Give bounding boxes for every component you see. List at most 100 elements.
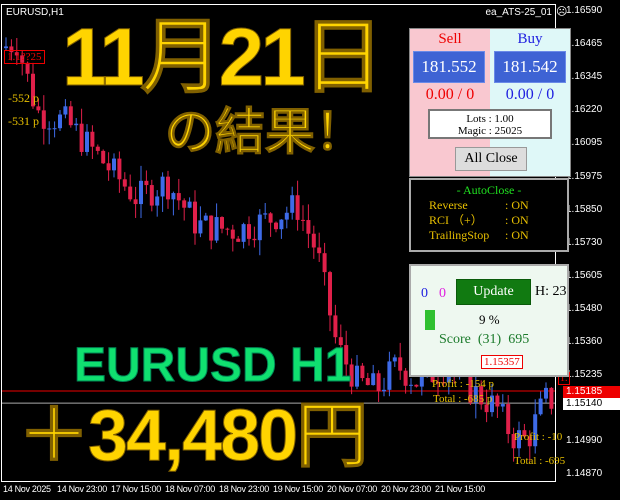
- candle-body: [155, 196, 160, 206]
- price-tick: 1.15235: [566, 369, 603, 381]
- candle-body: [290, 195, 295, 213]
- hour-label: H: 23: [535, 284, 567, 299]
- ea-name-label: ea_ATS-25_01: [485, 7, 552, 18]
- candle-body: [9, 46, 14, 53]
- count-pink: 0: [439, 286, 446, 301]
- candle-body: [403, 370, 408, 386]
- candle-body: [112, 158, 116, 171]
- candle-body: [47, 128, 52, 130]
- candle-body: [500, 404, 505, 407]
- candle-body: [387, 361, 392, 390]
- symbol-label: EURUSD,H1: [6, 7, 64, 18]
- candle-body: [101, 150, 106, 164]
- price-tick: 1.14990: [566, 435, 603, 447]
- price-tick: 1.15975: [566, 170, 603, 182]
- candle-body: [252, 238, 257, 241]
- candle-body: [20, 55, 25, 63]
- bid-price-label: 1.15185: [563, 386, 620, 398]
- candle-body: [274, 222, 278, 230]
- price-tick: 1.14870: [566, 468, 603, 480]
- face-icon: ☹: [556, 6, 568, 18]
- candle-body: [203, 215, 208, 221]
- candle-body: [382, 389, 386, 392]
- autoclose-key: RCI （+）: [429, 213, 483, 227]
- candle-body: [122, 179, 127, 187]
- time-tick: 20 Nov 23:00: [381, 484, 431, 494]
- candle-body: [279, 219, 284, 230]
- count-blue: 0: [421, 286, 428, 301]
- time-tick: 14 Nov 2025: [3, 484, 51, 494]
- candle-body: [409, 384, 413, 386]
- candle-body: [506, 404, 511, 435]
- candle-body: [414, 384, 419, 387]
- candle-body: [230, 229, 235, 239]
- all-close-button[interactable]: All Close: [455, 147, 527, 171]
- total-label: Total : -685 p: [433, 393, 493, 405]
- autoclose-row: Reverse : ON: [411, 198, 567, 213]
- candle-body: [214, 217, 219, 241]
- candle-body: [322, 253, 327, 273]
- candle-body: [446, 372, 451, 383]
- pair-overlay: EURUSD H1: [73, 339, 352, 392]
- candle-body: [549, 387, 554, 409]
- buy-button[interactable]: 181.542: [494, 51, 566, 83]
- candle-body: [95, 146, 100, 151]
- candle-body: [139, 180, 143, 205]
- candle-body: [419, 371, 424, 387]
- candle-body: [311, 233, 316, 248]
- candle-body: [333, 315, 338, 338]
- ask-price-label: 1.15140: [563, 398, 620, 410]
- time-tick: 19 Nov 15:00: [273, 484, 323, 494]
- candle-body: [517, 430, 521, 449]
- candle-body: [301, 219, 305, 221]
- candle-body: [328, 272, 332, 316]
- sell-button[interactable]: 181.552: [413, 51, 485, 83]
- candle-body: [398, 357, 403, 371]
- candle-body: [436, 382, 440, 384]
- lots-magic-box: Lots : 1.00 Magic : 25025: [428, 109, 552, 139]
- update-button[interactable]: Update: [456, 279, 531, 305]
- candle-body: [52, 128, 57, 130]
- candle-body: [522, 430, 527, 437]
- candle-body: [149, 185, 154, 206]
- candle-body: [490, 395, 494, 413]
- candle-body: [544, 387, 548, 399]
- candle-body: [90, 131, 95, 147]
- candle-body: [79, 123, 84, 152]
- candle-body: [360, 365, 365, 379]
- candle-body: [209, 215, 214, 241]
- candle-body: [36, 106, 41, 111]
- score-panel: 0 0 Update H: 23 9 % Score (31) 695 1.15…: [409, 264, 569, 377]
- candle-body: [166, 176, 170, 200]
- candle-body: [344, 345, 349, 365]
- candle-body: [58, 114, 62, 129]
- candle-body: [479, 386, 484, 405]
- candle-body: [63, 106, 68, 115]
- time-tick: 17 Nov 15:00: [111, 484, 161, 494]
- candle-body: [365, 378, 370, 386]
- autoclose-title: - AutoClose -: [456, 183, 522, 197]
- sell-position: 0.00 / 0: [425, 86, 475, 103]
- autoclose-key: TrailingStop: [429, 228, 490, 242]
- candle-body: [533, 414, 538, 447]
- autoclose-value: : ON: [505, 198, 529, 212]
- candle-body: [160, 176, 165, 197]
- candle-body: [355, 365, 359, 387]
- candle-body: [468, 370, 473, 403]
- candle-body: [85, 131, 89, 152]
- candle-body: [441, 382, 446, 384]
- time-tick: 18 Nov 23:00: [219, 484, 269, 494]
- candle-body: [41, 110, 46, 129]
- time-tick: 20 Nov 07:00: [327, 484, 377, 494]
- candle-body: [220, 217, 224, 229]
- time-tick: 14 Nov 23:00: [57, 484, 107, 494]
- candle-body: [268, 213, 273, 223]
- autoclose-key: Reverse: [429, 198, 468, 212]
- autoclose-value: : ON: [505, 213, 529, 227]
- price-tick: 1.15605: [566, 269, 603, 281]
- autoclose-row: RCI （+） : ON: [411, 213, 567, 228]
- progress-bar: [425, 310, 435, 330]
- price-tick: 1.15360: [566, 336, 603, 347]
